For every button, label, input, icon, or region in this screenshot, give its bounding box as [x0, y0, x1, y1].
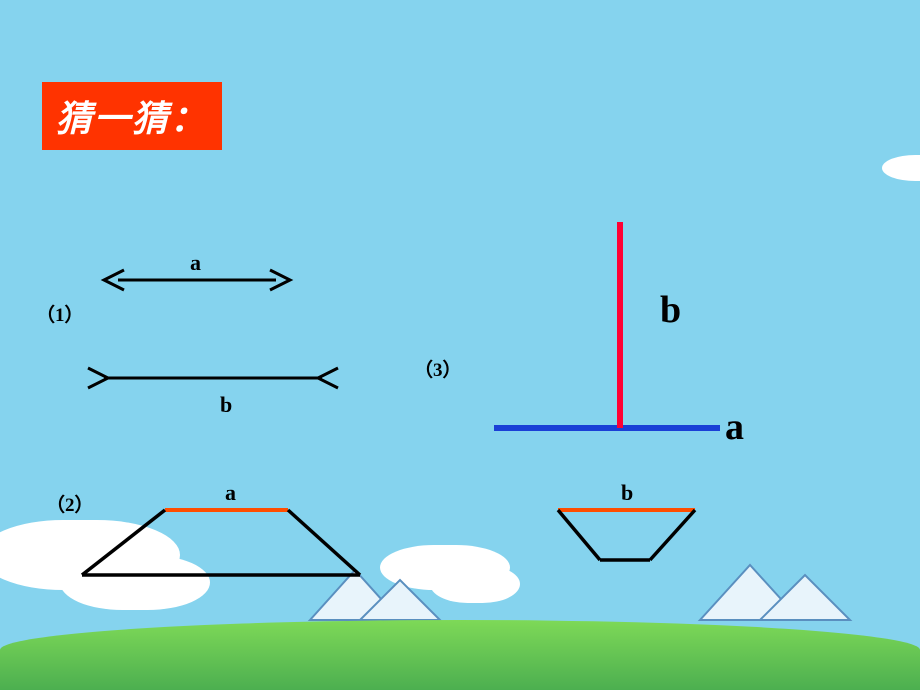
grass [0, 620, 920, 690]
fig3-perp [0, 0, 920, 500]
